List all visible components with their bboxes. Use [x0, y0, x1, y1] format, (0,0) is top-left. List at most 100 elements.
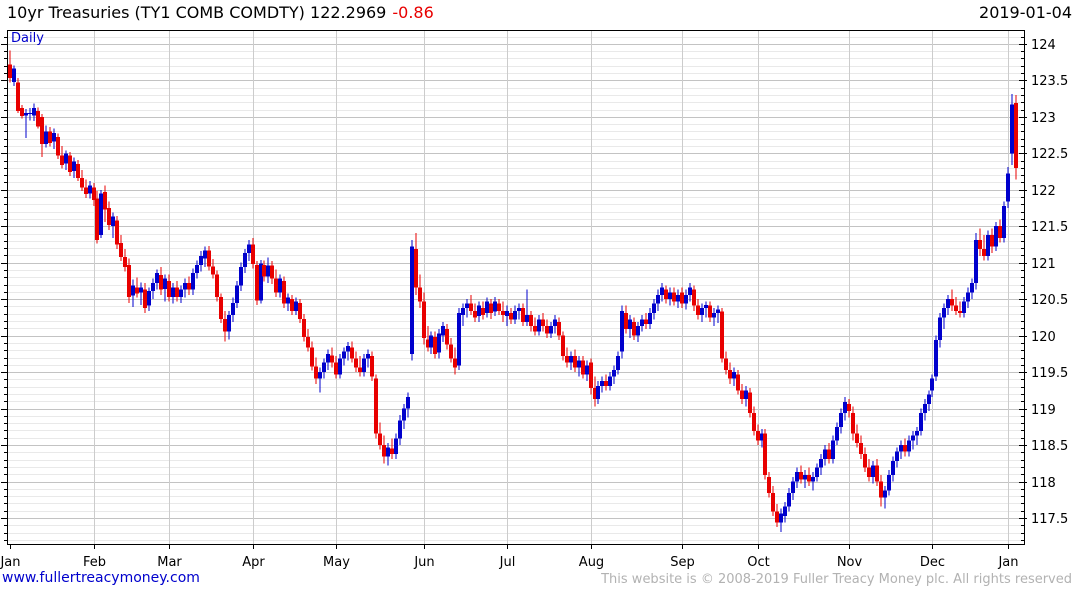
candle-body [243, 253, 247, 268]
candle-body [219, 296, 223, 319]
candle [406, 392, 410, 418]
candle [422, 292, 426, 345]
candle [175, 280, 179, 302]
candle [883, 485, 887, 509]
candle [696, 299, 700, 320]
candle-body [8, 64, 12, 79]
candle-wick [983, 234, 985, 261]
candle [839, 408, 843, 434]
candle [656, 289, 660, 311]
candle-body [680, 292, 684, 304]
candle [219, 293, 223, 324]
candle [445, 323, 449, 350]
candle-body [823, 449, 827, 459]
candle-body [883, 490, 887, 498]
candle-body [60, 155, 64, 165]
candle-body [32, 108, 36, 116]
y-axis-label: 118 [1031, 476, 1056, 491]
candle [521, 303, 525, 327]
candle [84, 179, 88, 198]
candle [962, 296, 966, 318]
candle-body [493, 301, 497, 312]
candle-body [505, 310, 509, 316]
x-axis-label: Dec [920, 555, 945, 570]
candle-body [497, 303, 501, 311]
candle [517, 303, 521, 320]
candle [787, 488, 791, 512]
candle-body [859, 442, 863, 454]
candle-body [994, 226, 998, 247]
candle-body [533, 326, 537, 332]
candle [127, 258, 131, 303]
candle [569, 351, 573, 370]
candle-wick [427, 326, 429, 352]
candle-body [44, 131, 48, 144]
candle [326, 349, 330, 370]
candle [40, 113, 44, 157]
candle-body [485, 301, 489, 314]
candle-body [386, 447, 390, 457]
candle [708, 301, 712, 322]
candle-body [628, 319, 632, 330]
candle-body [370, 356, 374, 377]
candle [64, 150, 68, 171]
candle-body [56, 137, 60, 156]
candle [795, 467, 799, 489]
candle-body [795, 472, 799, 482]
x-axis-label: Sep [670, 555, 695, 570]
candle [199, 251, 203, 272]
candle-body [477, 305, 481, 316]
candle [437, 329, 441, 359]
candle [302, 313, 306, 342]
candle [728, 362, 732, 384]
candle-body [366, 353, 370, 359]
candle-body [879, 481, 883, 498]
candle-body [604, 380, 608, 386]
candle [259, 259, 263, 304]
candle-body [616, 356, 620, 370]
candle [135, 277, 139, 298]
candle-body [740, 390, 744, 400]
candle [763, 429, 767, 480]
candle [179, 285, 183, 303]
candle [290, 294, 294, 316]
candle [760, 429, 764, 448]
candle [76, 159, 80, 181]
candle [274, 269, 278, 297]
candle-body [28, 113, 32, 115]
candle [322, 358, 326, 379]
candle-body [473, 310, 477, 318]
candle [775, 504, 779, 527]
candle [485, 297, 489, 318]
candle [195, 260, 199, 279]
candle [740, 383, 744, 405]
candle [974, 232, 978, 290]
candle [255, 261, 259, 306]
candle [954, 296, 958, 316]
x-axis-label: Mar [157, 555, 182, 570]
candle-body [135, 287, 139, 294]
candle-body [203, 250, 207, 259]
candle-body [545, 326, 549, 334]
candle-body [322, 362, 326, 373]
candle [791, 477, 795, 500]
candle [585, 360, 589, 381]
candle [370, 351, 374, 381]
candle-body [652, 303, 656, 314]
x-axis-label: Apr [242, 555, 265, 570]
candle [541, 313, 545, 332]
candle-body [398, 420, 402, 439]
candle-body [950, 299, 954, 306]
chart-title: 10yr Treasuries (TY1 COMB COMDTY) 122.29… [7, 3, 434, 22]
candle-body [429, 335, 433, 348]
candle [978, 228, 982, 257]
candle [239, 262, 243, 292]
candle-body [350, 347, 354, 359]
candle [247, 240, 251, 262]
candle [123, 248, 127, 272]
candle [672, 287, 676, 306]
candle [628, 315, 632, 338]
site-link[interactable]: www.fullertreacymoney.com [2, 570, 200, 586]
candle [668, 287, 672, 306]
candle [1010, 94, 1014, 165]
